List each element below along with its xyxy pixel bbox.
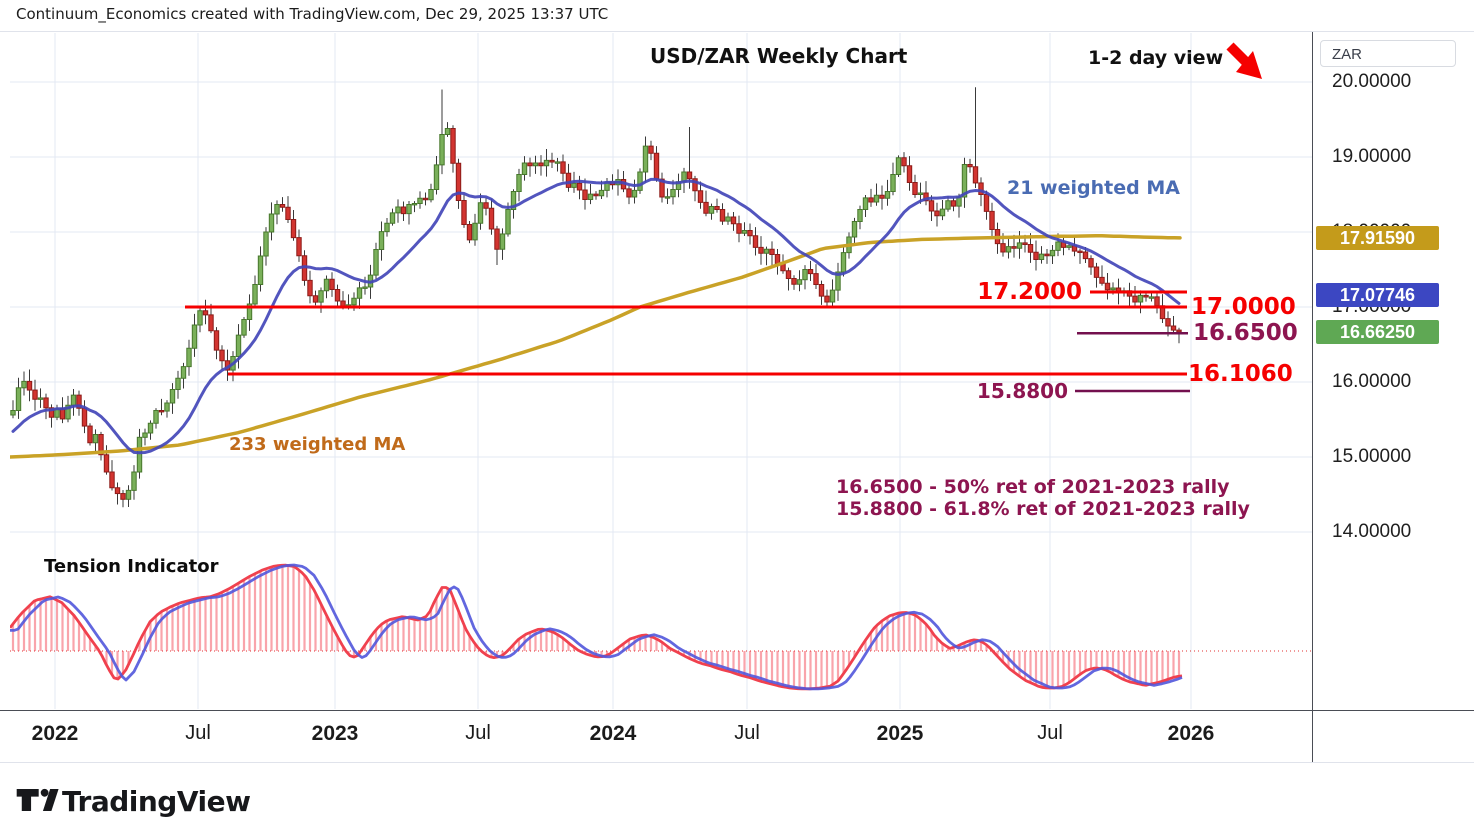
ma21-line (11, 177, 1181, 455)
tension-indicator-title: Tension Indicator (44, 556, 219, 577)
level-label: 15.8800 (976, 379, 1068, 403)
time-axis-divider (0, 710, 1474, 711)
down-right-arrow-icon (1226, 42, 1262, 79)
time-axis-label: 2023 (311, 722, 359, 745)
time-axis-label: Jul (1037, 722, 1063, 744)
ma21-label: 21 weighted MA (1007, 177, 1180, 199)
chart-title: USD/ZAR Weekly Chart (650, 44, 908, 68)
time-axis-label: 2024 (589, 722, 637, 745)
price-badge: 16.66250 (1316, 320, 1439, 345)
time-axis-label: Jul (465, 722, 491, 744)
price-badge: 17.07746 (1316, 283, 1439, 308)
top-divider (0, 31, 1474, 32)
time-axis-label: 2022 (31, 722, 79, 745)
retracement-notes: 16.6500 - 50% ret of 2021-2023 rally 15.… (836, 476, 1250, 520)
price-scale-label: 16.00000 (1332, 371, 1412, 392)
retracement-note-line: 16.6500 - 50% ret of 2021-2023 rally (836, 476, 1230, 498)
bottom-divider (0, 762, 1474, 763)
currency-toggle[interactable]: ZAR (1320, 40, 1456, 67)
price-badge: 17.91590 (1316, 226, 1439, 251)
level-label: 16.1060 (1188, 361, 1293, 388)
ma233-label: 233 weighted MA (229, 434, 406, 455)
level-label: 16.6500 (1193, 320, 1298, 347)
level-label: 17.2000 (977, 279, 1082, 305)
candles-layer (10, 87, 1182, 508)
view-note-label: 1-2 day view (1088, 47, 1224, 69)
ma233-line (10, 234, 1182, 459)
attribution-text: Continuum_Economics created with Trading… (16, 5, 609, 23)
time-axis-label: 2025 (876, 722, 924, 745)
price-scale-label: 15.00000 (1332, 446, 1412, 467)
time-axis-label: Jul (185, 722, 211, 744)
tension-indicator-pane (10, 563, 1312, 691)
tradingview-logo-icon[interactable] (15, 781, 59, 819)
price-scale-divider (1312, 32, 1313, 763)
support-resistance-levels (185, 290, 1190, 393)
tradingview-brand-text[interactable]: TradingView (62, 785, 251, 818)
price-scale-label: 14.00000 (1332, 521, 1412, 542)
price-scale-label: 19.00000 (1332, 146, 1412, 167)
price-scale-label: 20.00000 (1332, 71, 1412, 92)
time-axis-label: Jul (734, 722, 760, 744)
time-axis-label: 2026 (1167, 722, 1215, 745)
level-label: 17.0000 (1191, 294, 1296, 320)
retracement-note-line: 15.8800 - 61.8% ret of 2021-2023 rally (836, 498, 1250, 520)
grid-lines (10, 33, 1312, 709)
